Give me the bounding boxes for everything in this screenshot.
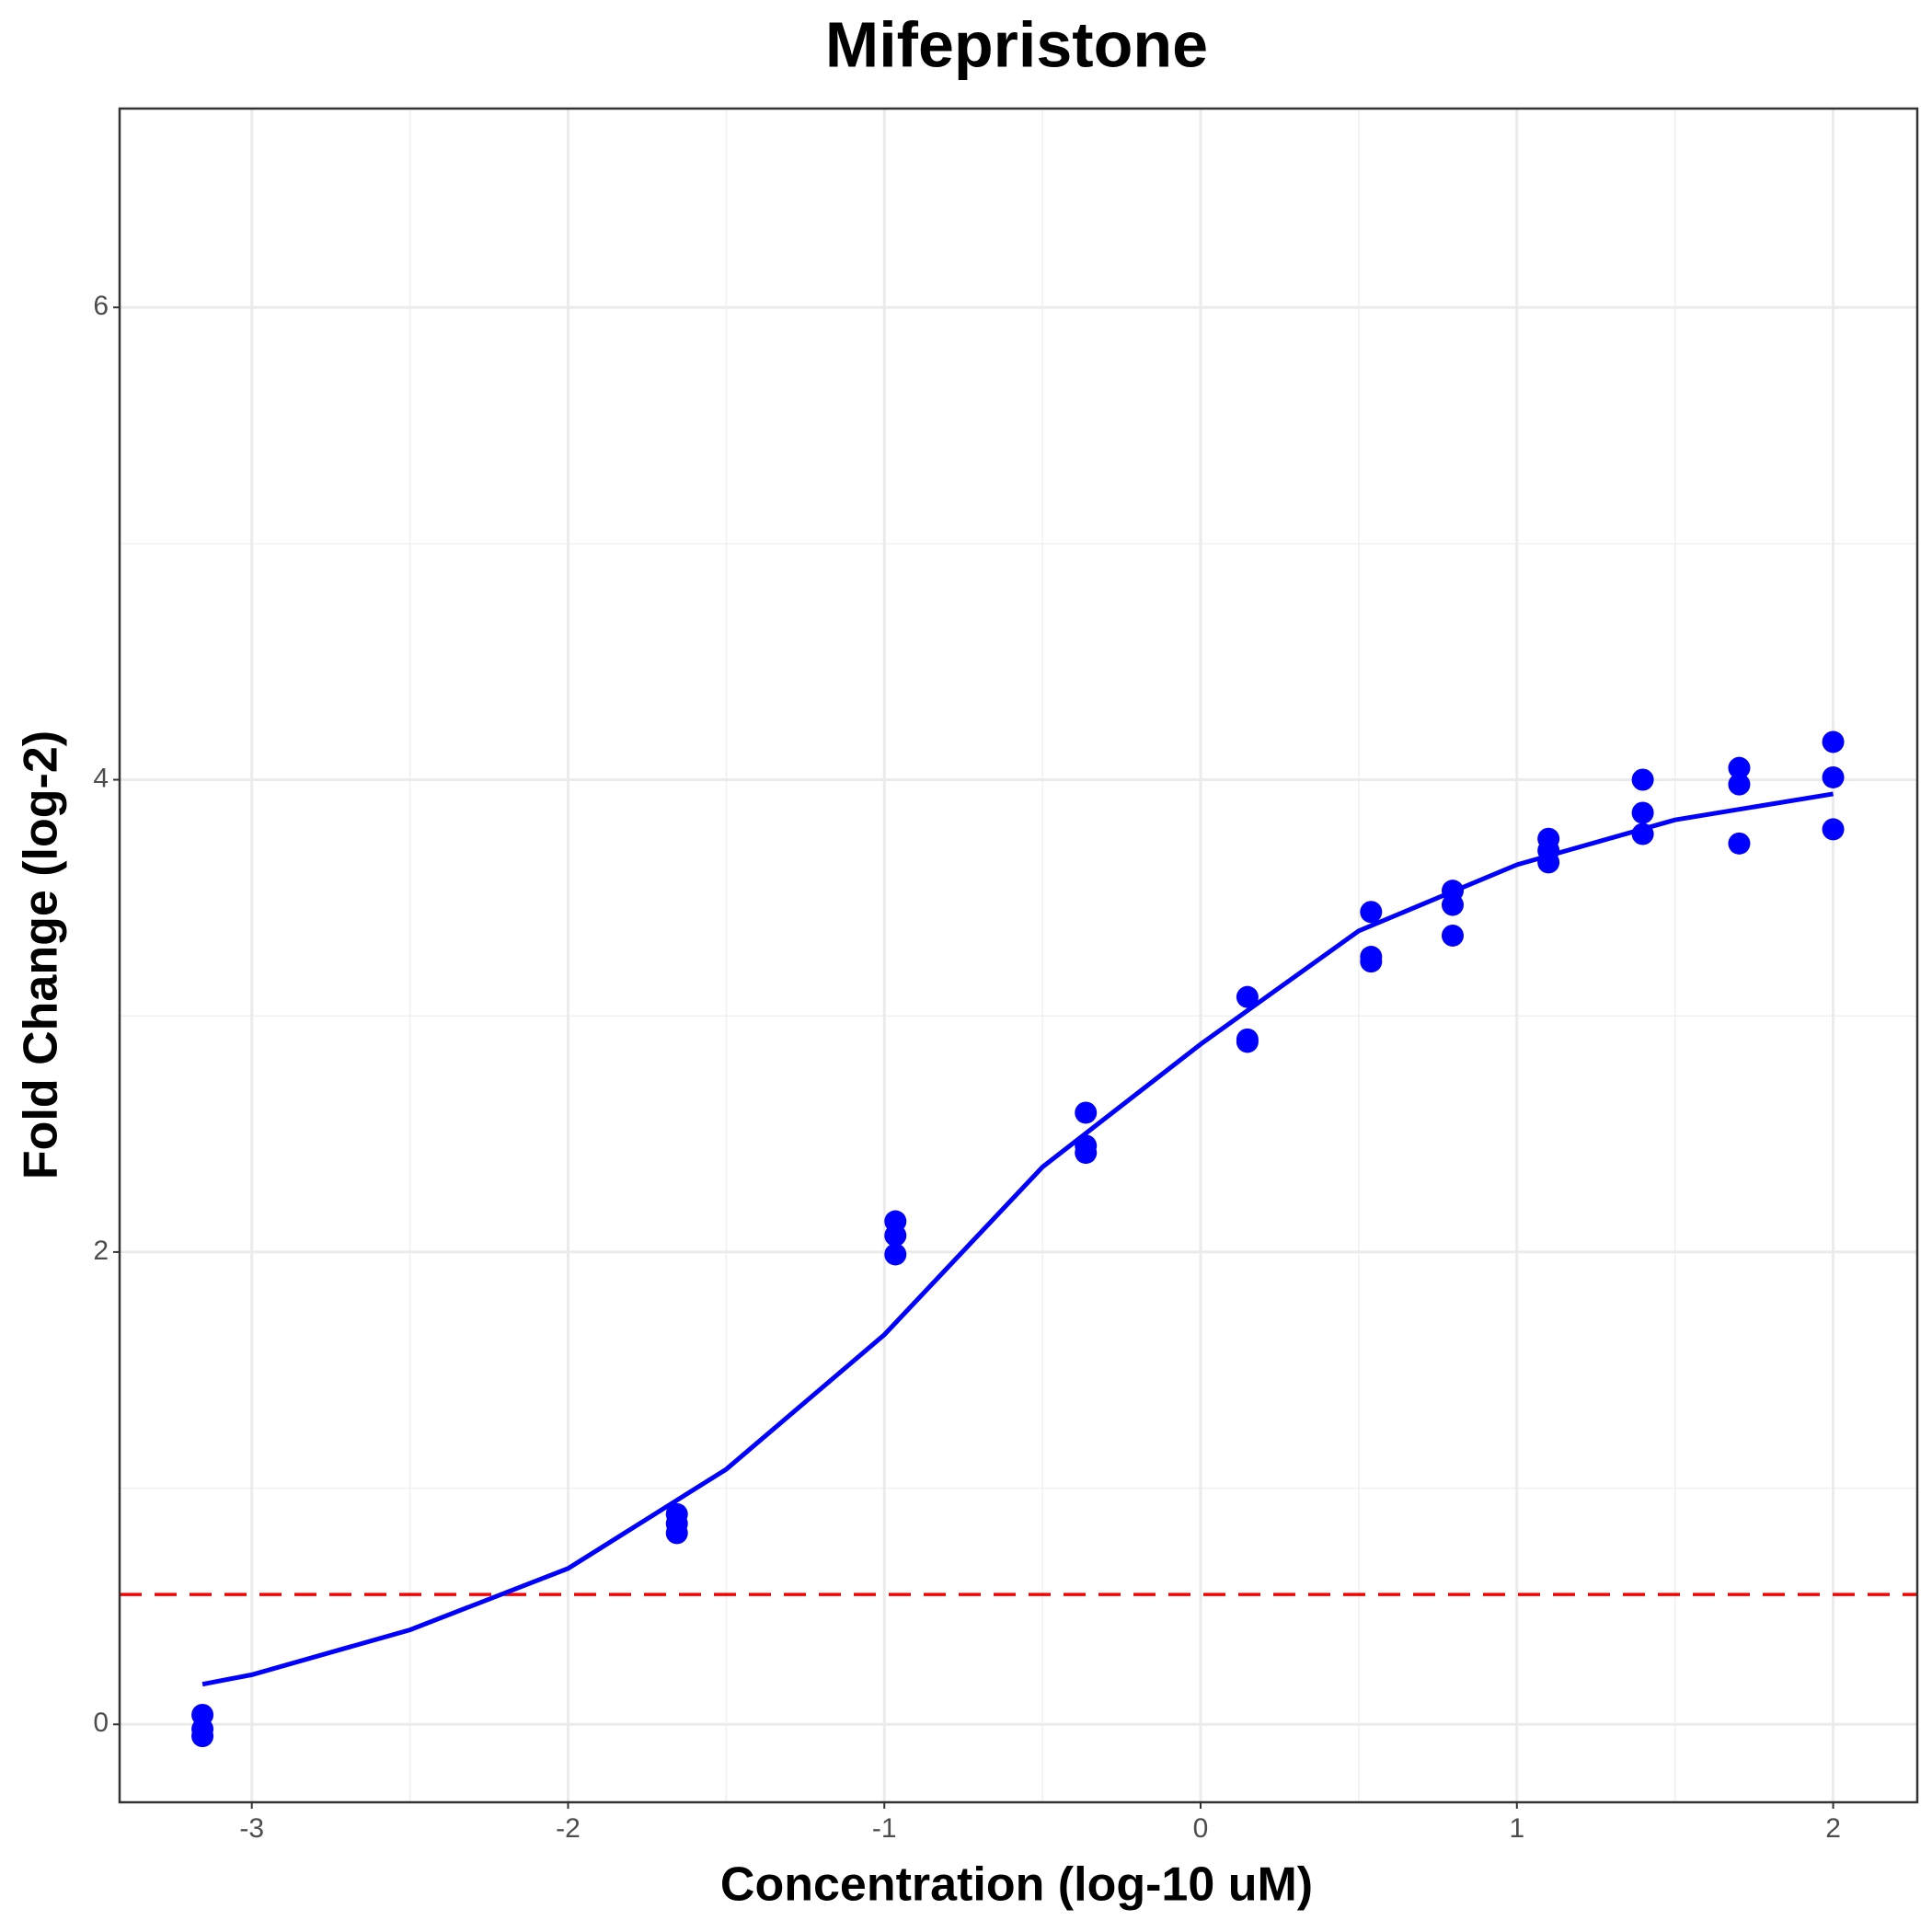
data-point [1236,985,1259,1008]
plot-border [118,107,1919,1804]
y-axis-label: Fold Change (log-2) [15,730,68,1179]
x-tick-label: -3 [239,1813,264,1844]
data-point [1075,1101,1098,1124]
data-point [665,1522,688,1545]
data-point [1822,765,1845,788]
data-point [1631,768,1654,791]
y-tick-label: 2 [93,1236,109,1266]
data-point [1822,818,1845,841]
y-tick-label: 6 [93,291,109,321]
data-point [1075,1142,1098,1165]
data-point [1441,924,1464,947]
data-point [1360,901,1383,924]
data-point [1728,832,1751,855]
data-point [1728,756,1751,779]
x-tick-label: 2 [1825,1813,1841,1844]
data-point [1728,773,1751,796]
data-point [884,1243,907,1266]
chart-title: Mifepristone [825,8,1208,80]
x-tick-label: -2 [556,1813,581,1844]
data-point [1822,730,1845,753]
data-point [1631,822,1654,845]
x-tick-label: 0 [1193,1813,1209,1844]
data-point [1360,950,1383,973]
data-point [1631,801,1654,824]
x-tick-label: 1 [1509,1813,1524,1844]
data-point [1236,1030,1259,1053]
data-point [1441,893,1464,916]
data-point [191,1725,214,1748]
y-tick-label: 0 [93,1708,109,1738]
y-tick-label: 4 [93,763,109,793]
x-axis-label: Concentration (log-10 uM) [720,1858,1313,1912]
x-tick-label: -1 [872,1813,897,1844]
data-point [884,1224,907,1247]
data-point [1537,851,1560,874]
